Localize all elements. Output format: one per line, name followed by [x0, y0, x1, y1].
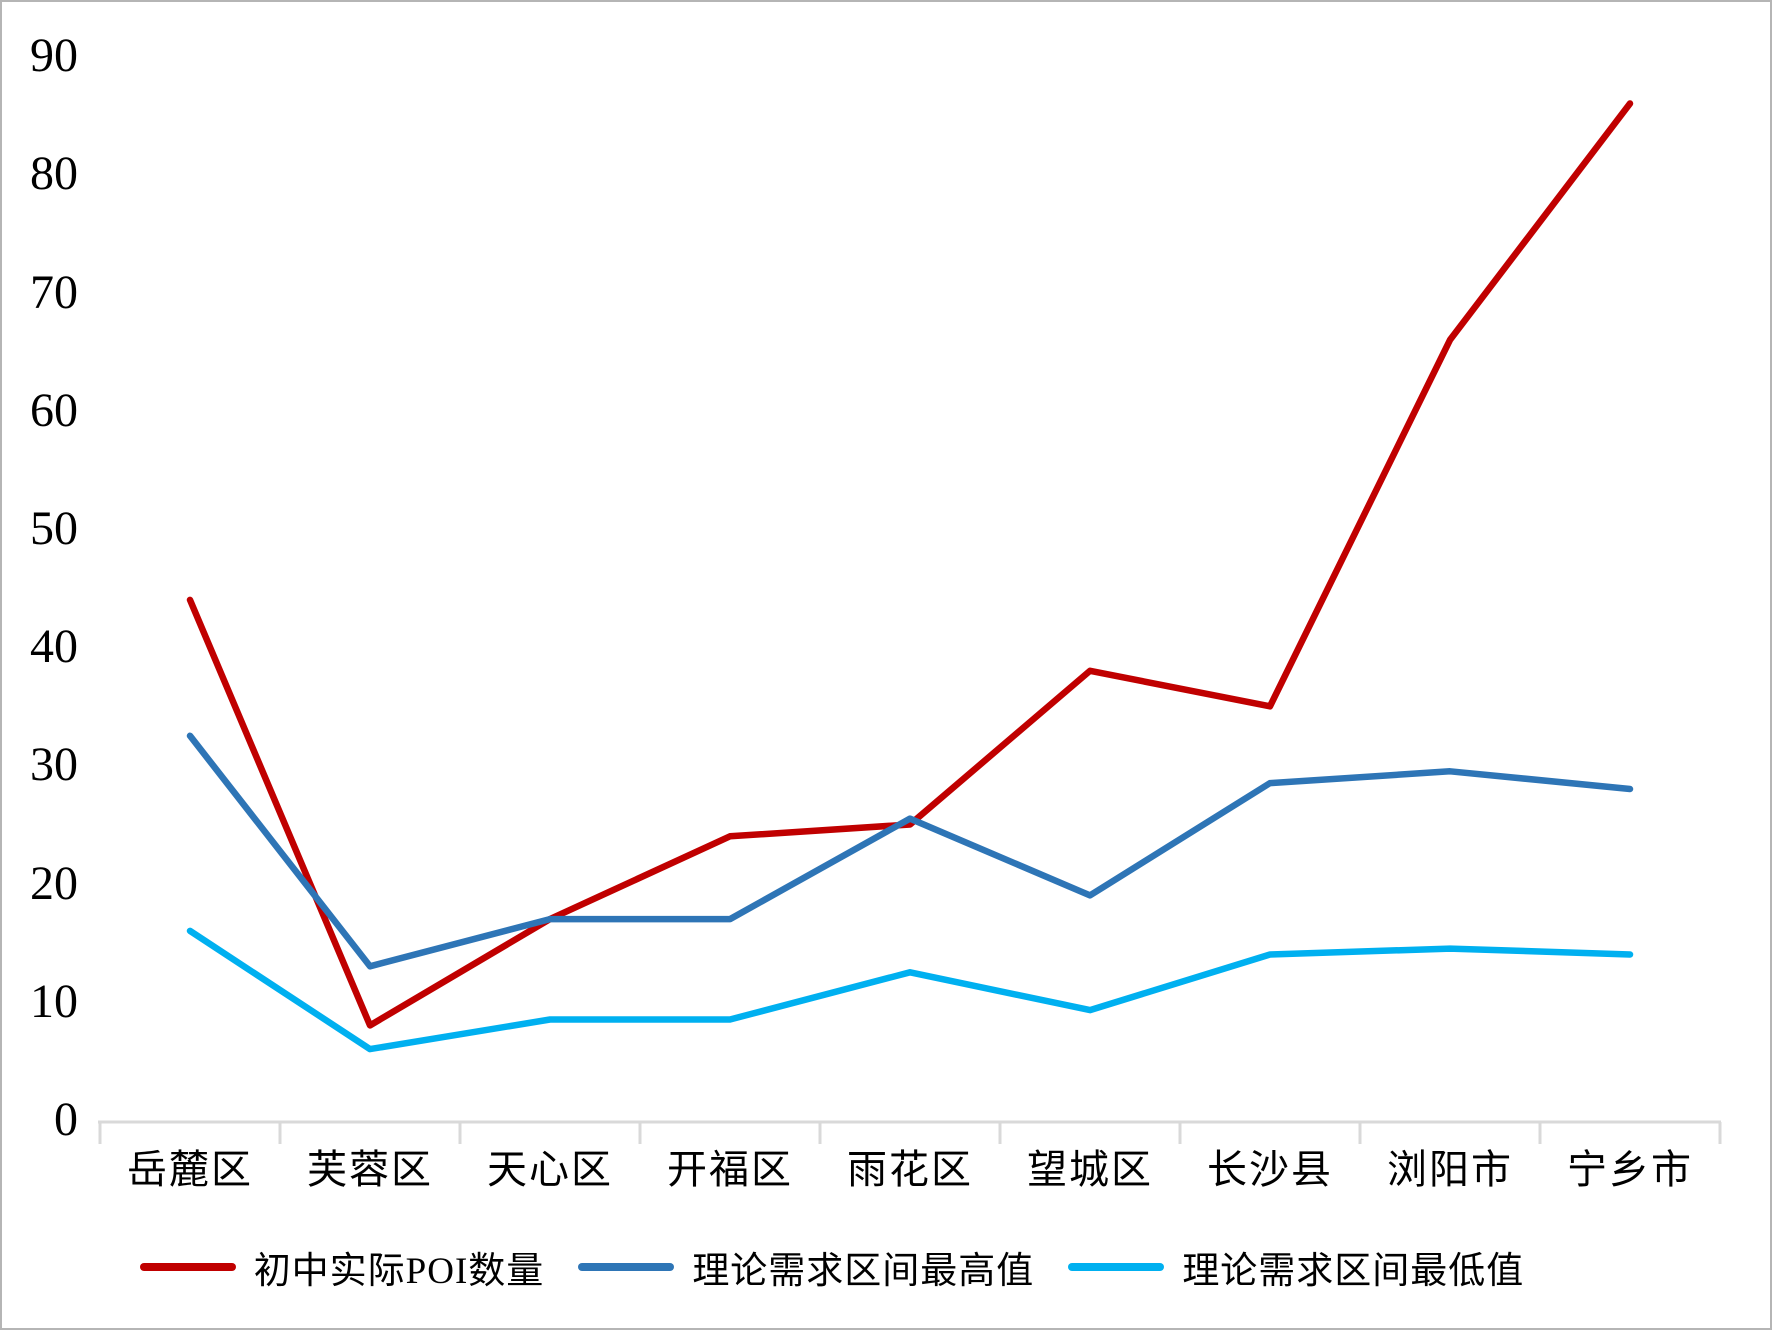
y-tick-label: 10 — [30, 974, 78, 1028]
x-tick-label: 望城区 — [1027, 1147, 1153, 1192]
legend-label: 理论需求区间最低值 — [1182, 1251, 1525, 1292]
legend-item-2: 理论需求区间最低值 — [1068, 1240, 1524, 1294]
legend-line-swatch — [139, 1263, 236, 1271]
x-tick-label: 宁乡市 — [1567, 1147, 1693, 1192]
series-line-2 — [186, 927, 1634, 1053]
legend: 初中实际POI数量 理论需求区间最高值 理论需求区间最低值 — [2, 1240, 1718, 1294]
y-tick-label: 90 — [30, 29, 78, 83]
y-tick-label: 30 — [30, 738, 78, 792]
legend-line-swatch — [1068, 1263, 1165, 1271]
y-tick-label: 80 — [30, 147, 78, 201]
y-tick-label: 0 — [54, 1093, 78, 1146]
y-tick-label: 50 — [30, 502, 78, 555]
legend-item-0: 初中实际POI数量 — [139, 1240, 545, 1294]
y-tick-label: 60 — [30, 383, 78, 437]
x-tick-label: 雨花区 — [847, 1147, 973, 1192]
y-tick-label: 70 — [30, 265, 78, 319]
x-tick-label: 浏阳市 — [1387, 1147, 1513, 1192]
x-tick-label: 岳麓区 — [127, 1147, 253, 1192]
series-line-0 — [186, 100, 1634, 1029]
series-line-1 — [186, 732, 1634, 970]
y-tick-label: 20 — [30, 856, 78, 910]
legend-label: 理论需求区间最高值 — [692, 1251, 1035, 1292]
legend-item-1: 理论需求区间最高值 — [578, 1240, 1034, 1294]
x-tick-label: 长沙县 — [1207, 1147, 1333, 1192]
x-tick-label: 天心区 — [487, 1147, 613, 1192]
x-tick-label: 芙蓉区 — [307, 1147, 433, 1192]
legend-line-swatch — [578, 1263, 675, 1271]
x-tick-label: 开福区 — [667, 1147, 793, 1192]
y-tick-label: 40 — [30, 620, 78, 674]
legend-label: 初中实际POI数量 — [253, 1251, 545, 1292]
